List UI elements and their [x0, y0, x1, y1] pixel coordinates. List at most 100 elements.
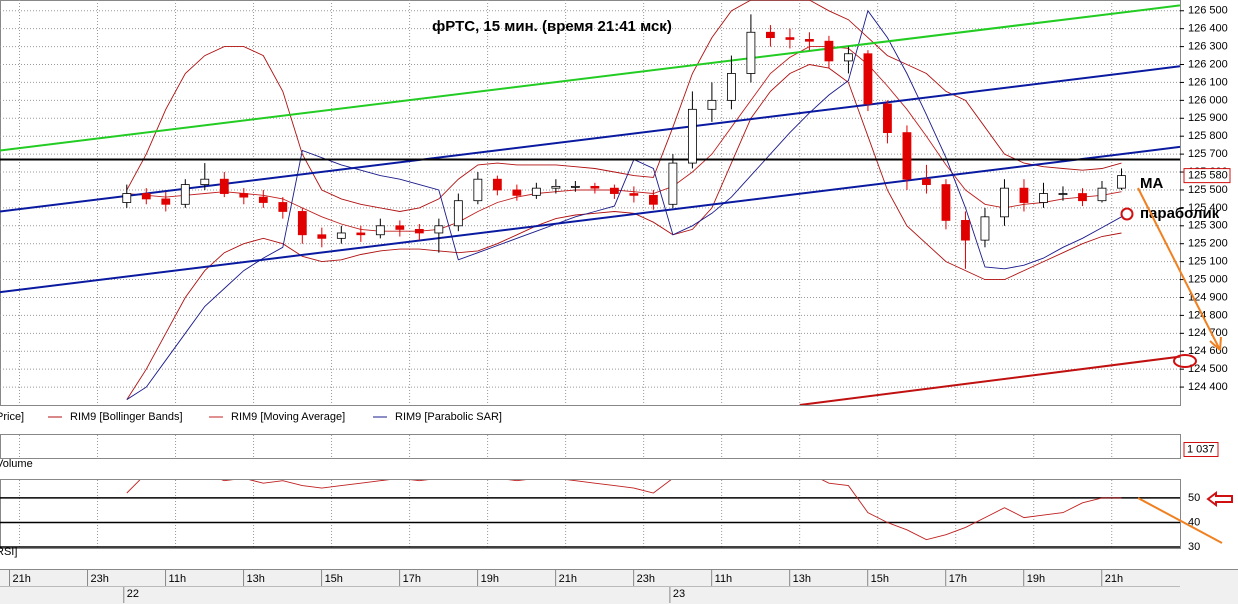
candle-body [122, 193, 132, 203]
candle-body [278, 202, 288, 212]
x-tick-label: 21h [13, 573, 31, 585]
y-tick-label: 124 600 [1188, 345, 1228, 357]
annotation: MA [1140, 175, 1163, 192]
candle-body [219, 178, 229, 194]
circle-marker [1173, 354, 1197, 368]
legend-label: RSI] [0, 546, 17, 558]
y-tick-label: 126 400 [1188, 23, 1228, 35]
candle-body [239, 193, 249, 198]
y-tick-label: 125 400 [1188, 202, 1228, 214]
candle-body [590, 185, 600, 189]
candle-body [1039, 193, 1048, 203]
volume-frame [0, 434, 1181, 459]
main-frame [0, 0, 1181, 406]
x-tick-label: 21h [1105, 573, 1123, 585]
legend-label: RIM9 [Bollinger Bands] [70, 411, 183, 423]
bollinger-upper [126, 0, 1122, 212]
trend-line [799, 355, 1180, 405]
candle-body [687, 108, 697, 164]
candle-body [414, 228, 424, 234]
y-tick-label: 124 400 [1188, 381, 1228, 393]
x-tick-label: 19h [1027, 573, 1045, 585]
candle-body [668, 162, 678, 205]
y-tick-label: 125 300 [1188, 220, 1228, 232]
y-tick-label: 125 000 [1188, 273, 1228, 285]
y-tick-label: 50 [1188, 492, 1200, 504]
rsi-line [126, 480, 1122, 541]
y-tick-label: 126 100 [1188, 76, 1228, 88]
x-tick-label: 17h [403, 573, 421, 585]
x-tick-label: 21h [559, 573, 577, 585]
candle-body [473, 178, 483, 202]
candle-body [492, 178, 502, 191]
legend-label: RIM9 [Moving Average] [231, 411, 345, 423]
candle-body [453, 200, 463, 227]
candle-body [1097, 187, 1107, 202]
candle-body [766, 31, 775, 39]
x-tick-label: 19h [481, 573, 499, 585]
x-tick-label: 13h [793, 573, 811, 585]
candle-body [863, 53, 873, 105]
candle-body [902, 132, 912, 180]
candle-body [512, 189, 522, 196]
y-tick-label: 126 000 [1188, 94, 1228, 106]
candle-body [727, 73, 736, 101]
bollinger-lower [126, 64, 1122, 400]
y-tick-label: 125 200 [1188, 238, 1228, 250]
y-tick-label: 126 200 [1188, 58, 1228, 70]
candle-body [805, 39, 814, 42]
candle-body [1058, 193, 1068, 195]
legend-label: RIM9 [Parabolic SAR] [395, 411, 502, 423]
legend-label: Volume [0, 458, 33, 470]
candle-body [785, 37, 795, 40]
candle-body [141, 193, 151, 200]
candle-body [551, 185, 561, 189]
x-tick-label: 13h [247, 573, 265, 585]
candle-body [434, 225, 444, 234]
clip-group [0, 0, 1180, 405]
candle-body [824, 40, 834, 62]
candle-body [961, 220, 970, 241]
annotation: параболик [1140, 205, 1220, 222]
y-tick-label: 126 300 [1188, 40, 1228, 52]
candle-body [161, 198, 171, 205]
arrow [1137, 497, 1223, 544]
rsi-frame [0, 479, 1181, 549]
last-value-box [1183, 442, 1219, 457]
candle-body [707, 99, 717, 110]
circle-marker [1120, 207, 1134, 221]
x-tick-label: 15h [871, 573, 889, 585]
candle-body [356, 232, 366, 236]
candle-body [375, 225, 385, 236]
y-tick-label: 125 700 [1188, 148, 1228, 160]
candle-body [746, 31, 756, 74]
candle-body [570, 185, 580, 188]
date-tick-label: 23 [673, 588, 685, 600]
last-value-label: 1 037 [1187, 443, 1215, 455]
candle-body [317, 234, 327, 239]
x-tick-label: 17h [949, 573, 967, 585]
candle-body [258, 196, 268, 203]
y-tick-label: 124 800 [1188, 309, 1228, 321]
x-tick-label: 23h [637, 573, 655, 585]
x-tick-label: 15h [325, 573, 343, 585]
candle-body [180, 184, 190, 205]
candle-body [395, 225, 405, 230]
candle-body [922, 178, 931, 185]
candle-body [297, 211, 307, 236]
candle-body [844, 53, 853, 62]
candle-body [531, 187, 541, 196]
y-tick-label: 125 800 [1188, 130, 1228, 142]
y-tick-label: 124 500 [1188, 363, 1228, 375]
candle-body [648, 194, 658, 205]
candle-body [1000, 187, 1009, 218]
candle-body [629, 193, 639, 196]
last-value-label: 125 580 [1188, 170, 1228, 182]
y-tick-label: 126 500 [1188, 5, 1228, 17]
y-tick-label: 125 900 [1188, 112, 1228, 124]
indicator-line [126, 9, 1122, 400]
